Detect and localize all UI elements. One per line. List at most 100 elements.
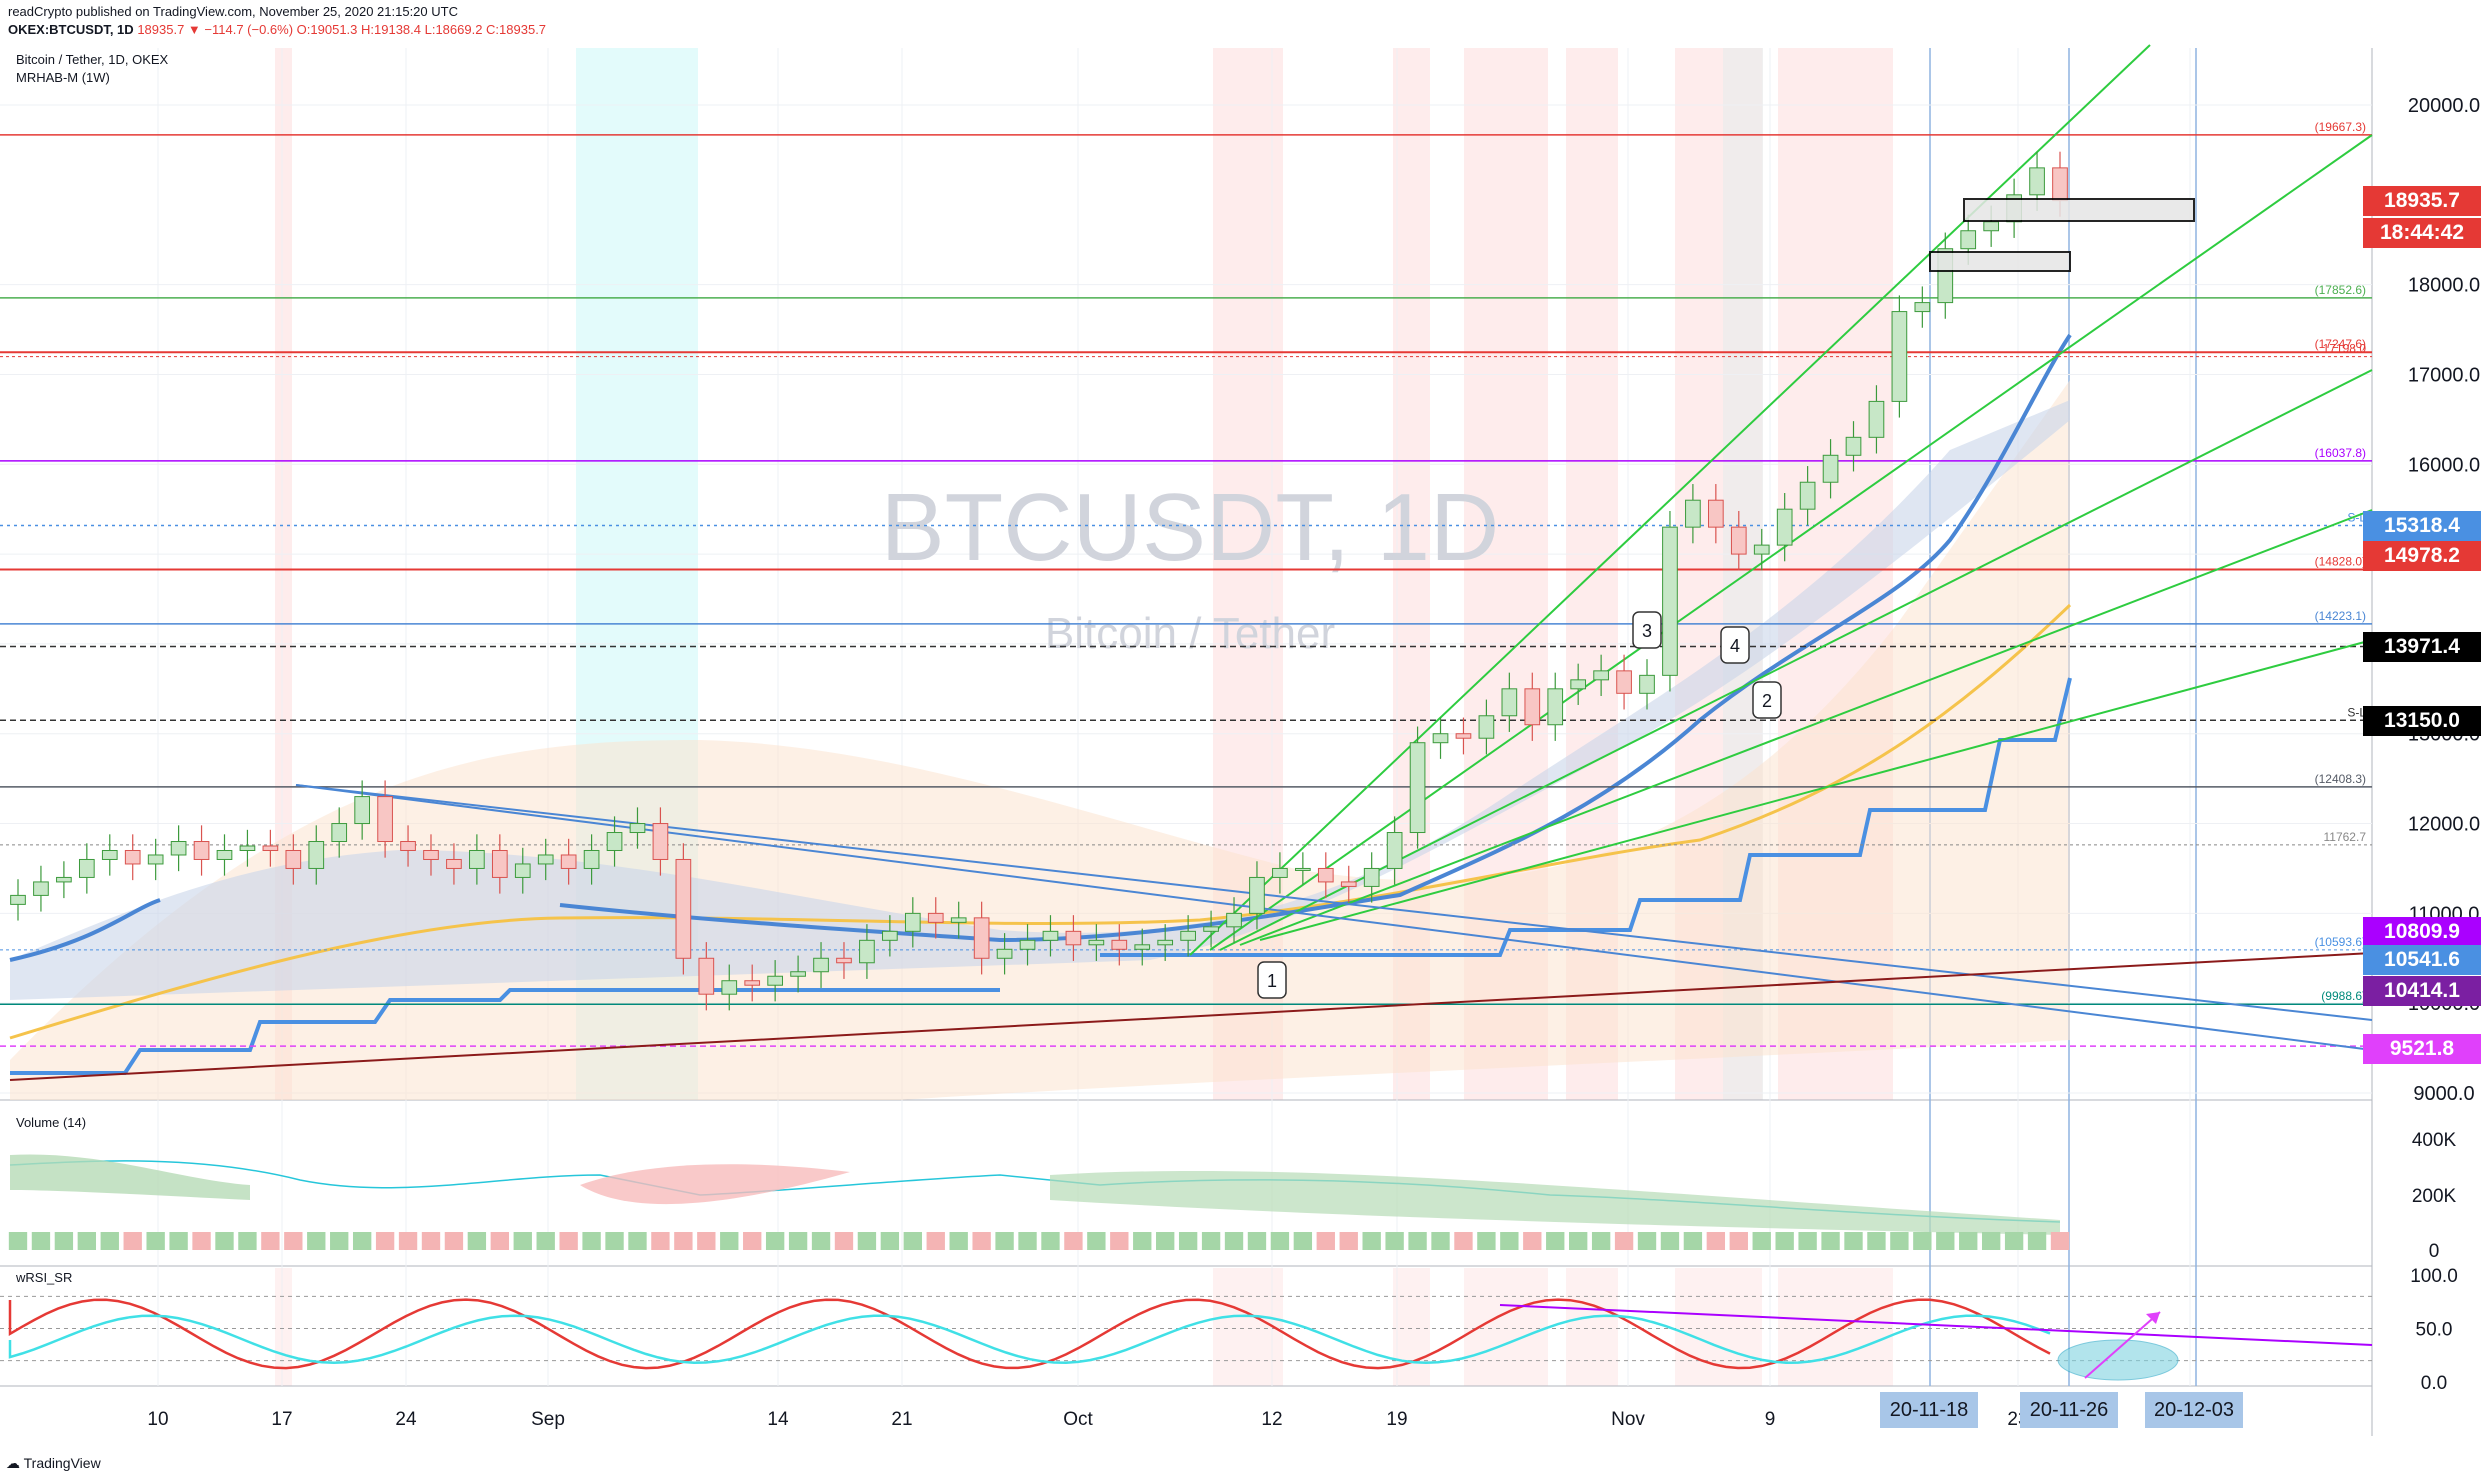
candle (331, 823, 348, 843)
volume-bar (1156, 1232, 1175, 1250)
volume-bar (788, 1232, 808, 1250)
candle (193, 841, 210, 860)
volume-bar (1454, 1232, 1473, 1250)
candle (239, 845, 256, 851)
candle (469, 849, 485, 869)
volume-bar (1981, 1232, 2001, 1250)
volume-bar (1087, 1232, 1106, 1250)
volume-bar (1936, 1232, 1955, 1250)
candle (790, 971, 806, 977)
price-tag: 18:44:42 (2363, 218, 2481, 248)
date-tag-3: 20-12-03 (2145, 1392, 2243, 1428)
callout-number: 2 (1762, 691, 1772, 711)
candle (1249, 876, 1265, 914)
candle (56, 876, 72, 883)
volume-bar (972, 1232, 991, 1250)
volume-bar (1316, 1232, 1335, 1250)
candle (147, 854, 164, 865)
price-tag: 10414.1 (2363, 976, 2481, 1006)
date-tag-1: 20-11-18 (1880, 1392, 1978, 1428)
volume-bar (926, 1232, 945, 1250)
x-tick-label: 9 (1765, 1409, 1776, 1430)
tradingview-logo[interactable]: ☁ TradingView (6, 1455, 101, 1472)
candle (377, 796, 393, 843)
watermark-name: Bitcoin / Tether (1045, 609, 1335, 658)
candle (491, 849, 508, 878)
volume-bar (1775, 1232, 1794, 1250)
candle (1432, 733, 1449, 744)
candle (813, 957, 829, 973)
highlight-band-rsi (1566, 1268, 1618, 1386)
volume-bar (880, 1232, 900, 1250)
candle (1065, 930, 1082, 946)
candle (629, 823, 646, 834)
volume-bar (605, 1232, 624, 1250)
candle (1776, 508, 1793, 546)
volume-bar (1293, 1232, 1313, 1250)
volume-bar (1821, 1232, 1840, 1250)
price-tag: 14978.2 (2363, 541, 2481, 571)
candle (836, 957, 852, 964)
candle (400, 841, 416, 851)
rsi-tick-label: 0.0 (2421, 1373, 2447, 1394)
rsi-tick-label: 50.0 (2416, 1320, 2453, 1341)
highlight-band-rsi (1778, 1268, 1893, 1386)
volume-bar (674, 1232, 693, 1250)
volume-bar (765, 1232, 785, 1250)
callout-box (1257, 961, 1287, 999)
candle (1547, 688, 1564, 726)
candle (560, 854, 577, 869)
rsi-tick-label: 100.0 (2410, 1266, 2458, 1287)
volume-bar (1569, 1232, 1588, 1250)
rsi-arrow-head (2146, 1312, 2160, 1324)
price-tag: 13150.0 (2363, 706, 2481, 736)
price-tag: 13971.4 (2363, 632, 2481, 662)
x-tick-label: Oct (1063, 1409, 1093, 1430)
candle (1363, 867, 1380, 887)
volume-bar (1201, 1232, 1221, 1250)
volume-bar (995, 1232, 1014, 1250)
volume-bar (1546, 1232, 1565, 1250)
candle (262, 845, 279, 851)
volume-bar (1959, 1232, 1978, 1250)
price-tag: 9521.8 (2363, 1034, 2481, 1064)
y-tick-label: 9000.0 (2413, 1083, 2474, 1105)
y-tick-label: 16000.0 (2408, 454, 2480, 476)
volume-bar (1752, 1232, 1771, 1250)
price-tag: 10809.9 (2363, 917, 2481, 947)
annotation-callout: 1 (1257, 961, 1287, 999)
candle (1616, 670, 1632, 694)
candle (78, 858, 95, 878)
volume-bar (857, 1232, 877, 1250)
candle (1180, 930, 1196, 941)
candle (1593, 670, 1609, 681)
candle (1960, 230, 1977, 250)
volume-bar (421, 1232, 441, 1250)
y-tick-label: 20000.0 (2408, 95, 2480, 117)
volume-bar (1247, 1232, 1267, 1250)
candle (583, 849, 600, 869)
volume-bar (582, 1232, 601, 1250)
volume-bar (398, 1232, 418, 1250)
candle (904, 912, 921, 932)
candle (514, 863, 531, 878)
candle (1455, 733, 1472, 739)
level-label: 11762.7 (2324, 830, 2367, 844)
volume-bar (2050, 1232, 2070, 1250)
candle (721, 980, 738, 995)
candle (1226, 912, 1242, 928)
level-label: (9988.6) (2321, 989, 2366, 1003)
volume-bar (284, 1232, 303, 1250)
volume-bar (1867, 1232, 1886, 1250)
volume-bar (513, 1232, 532, 1250)
candle (446, 858, 462, 869)
volume-bar (8, 1232, 28, 1250)
volume-bar (1637, 1232, 1657, 1250)
volume-bar (1064, 1232, 1083, 1250)
date-tag-2: 20-11-26 (2020, 1392, 2118, 1428)
candle (675, 858, 692, 959)
candle (1386, 832, 1403, 869)
volume-bar (490, 1232, 509, 1250)
volume-bar (1683, 1232, 1703, 1250)
